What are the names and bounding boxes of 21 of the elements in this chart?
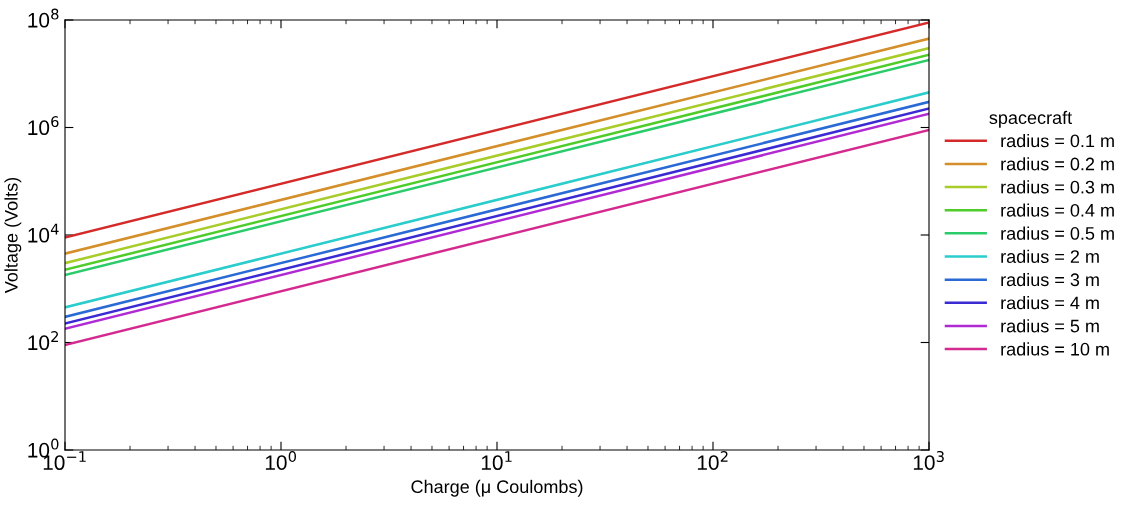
x-tick-label: 10$^{1}$ [481,451,512,471]
legend-label: radius = 4 m [1001,296,1099,310]
y-tick-label: 10$^{8}$ [28,8,59,28]
legend-label: radius = 0.3 m [1001,180,1114,194]
legend-label: radius = 0.5 m [1001,226,1114,240]
y-tick-label: 10$^{2}$ [28,331,58,351]
y-tick-label: 10$^{4}$ [28,223,59,243]
legend-title: spacecraft [989,110,1073,128]
legend-label: radius = 0.4 m [1001,203,1114,217]
legend-label: radius = 3 m [1001,272,1099,287]
y-tick-label: 10$^{6}$ [28,116,59,136]
x-tick-label: 10$^{0}$ [265,451,297,470]
y-axis-title: Voltage (Volts) [4,177,22,294]
legend-label: radius = 2 m [1001,249,1099,263]
legend-label: radius = 0.1 m [1001,133,1114,148]
x-axis-title: Charge (μ Coulombs) [411,479,583,497]
legend-label: radius = 10 m [1001,342,1109,356]
x-tick-label: 10$^{3}$ [913,451,944,470]
legend-label: radius = 0.2 m [1001,157,1114,171]
x-tick-label: 10$^{2}$ [697,451,728,470]
legend-label: radius = 5 m [1001,319,1099,333]
